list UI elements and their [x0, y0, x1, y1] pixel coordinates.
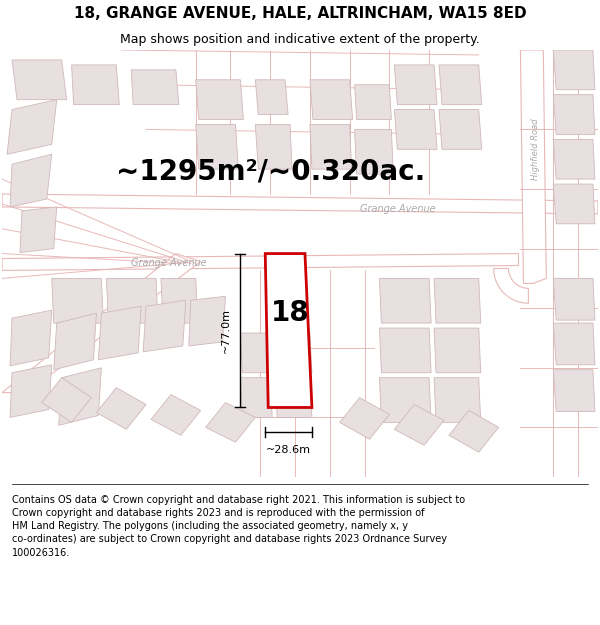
Polygon shape: [256, 80, 288, 114]
Polygon shape: [2, 194, 598, 214]
Polygon shape: [434, 328, 481, 372]
Polygon shape: [52, 278, 103, 323]
Polygon shape: [553, 370, 595, 411]
Polygon shape: [42, 378, 91, 423]
Polygon shape: [54, 313, 97, 370]
Polygon shape: [10, 365, 52, 418]
Text: Grange Avenue: Grange Avenue: [359, 204, 435, 214]
Polygon shape: [439, 109, 482, 149]
Polygon shape: [98, 306, 141, 360]
Polygon shape: [97, 388, 146, 429]
Polygon shape: [434, 278, 481, 323]
Polygon shape: [241, 333, 272, 372]
Polygon shape: [131, 70, 179, 104]
Polygon shape: [310, 124, 352, 169]
Polygon shape: [143, 300, 186, 352]
Polygon shape: [494, 269, 529, 303]
Polygon shape: [196, 80, 244, 119]
Polygon shape: [379, 378, 431, 423]
Polygon shape: [10, 154, 52, 207]
Polygon shape: [379, 278, 431, 323]
Text: Contains OS data © Crown copyright and database right 2021. This information is : Contains OS data © Crown copyright and d…: [12, 495, 465, 558]
Polygon shape: [553, 278, 595, 320]
Polygon shape: [10, 310, 52, 366]
Polygon shape: [310, 80, 353, 119]
Polygon shape: [2, 254, 518, 271]
Polygon shape: [439, 65, 482, 104]
Polygon shape: [553, 184, 595, 224]
Polygon shape: [553, 139, 595, 179]
Polygon shape: [151, 394, 200, 435]
Polygon shape: [196, 124, 238, 169]
Text: 18: 18: [271, 299, 310, 327]
Polygon shape: [275, 378, 312, 418]
Polygon shape: [265, 254, 312, 408]
Polygon shape: [106, 278, 158, 323]
Text: ~1295m²/~0.320ac.: ~1295m²/~0.320ac.: [116, 157, 425, 185]
Text: ~28.6m: ~28.6m: [266, 445, 311, 455]
Polygon shape: [355, 129, 394, 174]
Polygon shape: [355, 85, 391, 119]
Polygon shape: [394, 404, 444, 445]
Polygon shape: [2, 254, 200, 392]
Text: Map shows position and indicative extent of the property.: Map shows position and indicative extent…: [120, 32, 480, 46]
Polygon shape: [449, 411, 499, 452]
Text: ~77.0m: ~77.0m: [221, 308, 230, 353]
Polygon shape: [161, 278, 198, 323]
Polygon shape: [189, 296, 226, 346]
Polygon shape: [12, 60, 67, 99]
Polygon shape: [340, 398, 389, 439]
Polygon shape: [7, 99, 57, 154]
Polygon shape: [394, 109, 437, 149]
Polygon shape: [379, 328, 431, 372]
Polygon shape: [553, 50, 595, 90]
Polygon shape: [434, 378, 481, 423]
Text: Highfield Road: Highfield Road: [531, 119, 540, 180]
Polygon shape: [71, 65, 119, 104]
Text: 18, GRANGE AVENUE, HALE, ALTRINCHAM, WA15 8ED: 18, GRANGE AVENUE, HALE, ALTRINCHAM, WA1…: [74, 6, 526, 21]
Polygon shape: [394, 65, 437, 104]
Polygon shape: [553, 94, 595, 134]
Polygon shape: [275, 333, 312, 372]
Polygon shape: [553, 323, 595, 365]
Polygon shape: [59, 368, 101, 426]
Polygon shape: [20, 207, 57, 252]
Polygon shape: [520, 50, 546, 283]
Polygon shape: [206, 402, 256, 442]
Text: Grange Avenue: Grange Avenue: [131, 259, 207, 269]
Polygon shape: [256, 124, 292, 169]
Polygon shape: [241, 378, 272, 418]
